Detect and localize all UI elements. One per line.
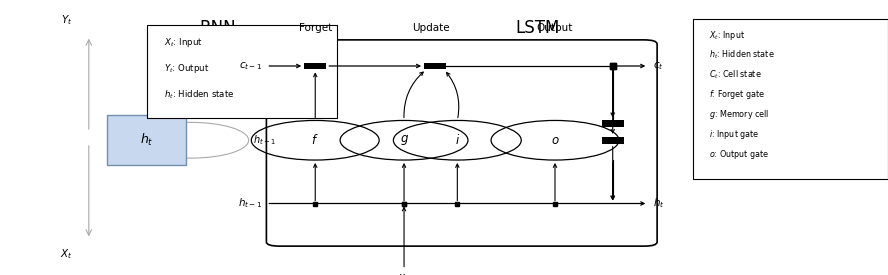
Text: $c_{t-1}$: $c_{t-1}$	[239, 60, 262, 72]
Text: $X_t$: Input: $X_t$: Input	[164, 36, 203, 49]
Text: $c_t$: $c_t$	[653, 60, 663, 72]
Bar	[602, 137, 623, 144]
Text: $o$: $o$	[551, 134, 559, 147]
Text: $f$: Forget gate: $f$: Forget gate	[709, 88, 765, 101]
Text: $h_t$: Hidden state: $h_t$: Hidden state	[164, 88, 234, 100]
FancyBboxPatch shape	[266, 40, 657, 246]
Text: $x_t$: $x_t$	[399, 272, 409, 275]
Text: $h_t$: $h_t$	[653, 197, 664, 210]
Bar	[602, 120, 623, 127]
Text: RNN: RNN	[199, 19, 236, 37]
Text: $g$: $g$	[400, 133, 408, 147]
Text: LSTM: LSTM	[515, 19, 559, 37]
Text: Output: Output	[537, 23, 573, 33]
Text: $i$: Input gate: $i$: Input gate	[709, 128, 759, 141]
FancyBboxPatch shape	[147, 25, 337, 118]
Text: $h_t$: $h_t$	[139, 132, 154, 148]
Text: $C_t$: Cell state: $C_t$: Cell state	[709, 68, 761, 81]
Text: Update: Update	[412, 23, 449, 33]
FancyBboxPatch shape	[693, 19, 888, 179]
Text: $o$: Output gate: $o$: Output gate	[709, 148, 769, 161]
Text: $Y_t$: Output: $Y_t$: Output	[164, 62, 210, 75]
FancyBboxPatch shape	[107, 116, 186, 165]
Text: $Y_t$: $Y_t$	[61, 14, 72, 28]
Text: $h_t$: Hidden state: $h_t$: Hidden state	[709, 49, 774, 61]
Bar	[304, 62, 326, 69]
Text: Forget: Forget	[298, 23, 332, 33]
Bar	[424, 62, 446, 69]
Text: $h_{t-1}$: $h_{t-1}$	[238, 197, 262, 210]
Text: $h_{t-1}$: $h_{t-1}$	[253, 133, 276, 147]
Text: $X_t$: Input: $X_t$: Input	[709, 29, 745, 42]
Text: $f$: $f$	[312, 133, 319, 147]
Text: $X_t$: $X_t$	[60, 248, 73, 261]
Text: $g$: Memory cell: $g$: Memory cell	[709, 108, 769, 121]
Text: $i$: $i$	[455, 133, 460, 147]
